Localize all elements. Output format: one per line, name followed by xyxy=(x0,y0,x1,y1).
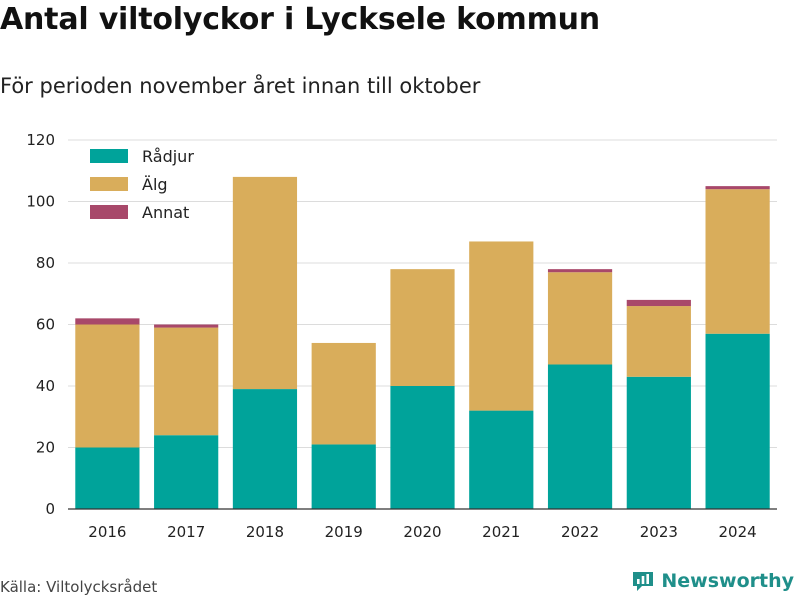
bar-r-djur-2016 xyxy=(75,447,140,509)
legend-label: Rådjur xyxy=(142,147,194,166)
x-tick-label: 2019 xyxy=(325,523,363,541)
y-tick-label: 40 xyxy=(36,377,55,395)
newsworthy-logo-icon xyxy=(633,572,654,591)
brand-logo[interactable]: Newsworthy xyxy=(631,569,794,593)
bar--lg-2016 xyxy=(75,324,140,448)
bar-annat-2017 xyxy=(154,324,219,328)
bar-r-djur-2019 xyxy=(311,444,376,509)
bar-r-djur-2022 xyxy=(547,364,613,509)
x-tick-label: 2017 xyxy=(167,523,205,541)
bar--lg-2018 xyxy=(232,176,298,390)
bar-annat-2016 xyxy=(75,318,140,325)
bar-annat-2023 xyxy=(626,299,691,307)
bar-r-djur-2018 xyxy=(232,389,298,509)
y-tick-label: 120 xyxy=(26,131,55,149)
x-tick-label: 2020 xyxy=(403,523,441,541)
bar--lg-2023 xyxy=(626,306,691,377)
bar--lg-2024 xyxy=(705,189,770,334)
bar-r-djur-2020 xyxy=(390,386,455,509)
source-note: Källa: Viltolycksrådet xyxy=(0,578,158,596)
bar-annat-2024 xyxy=(705,186,770,190)
bar-r-djur-2021 xyxy=(469,410,534,509)
legend-label: Älg xyxy=(142,175,168,194)
chart-title: Antal viltolyckor i Lycksele kommun xyxy=(0,2,600,37)
chart-subtitle: För perioden november året innan till ok… xyxy=(0,74,481,98)
bar-r-djur-2017 xyxy=(154,435,219,509)
x-tick-label: 2023 xyxy=(640,523,678,541)
bar--lg-2020 xyxy=(390,269,455,386)
legend-swatch xyxy=(90,149,128,163)
y-tick-label: 0 xyxy=(45,500,55,518)
y-tick-label: 80 xyxy=(36,254,55,272)
bar--lg-2019 xyxy=(311,342,376,445)
legend-swatch xyxy=(90,177,128,191)
bar--lg-2022 xyxy=(547,272,613,365)
legend-label: Annat xyxy=(142,203,189,222)
bar-annat-2022 xyxy=(547,269,613,273)
x-tick-label: 2021 xyxy=(482,523,520,541)
x-tick-label: 2018 xyxy=(246,523,284,541)
x-tick-label: 2022 xyxy=(561,523,599,541)
y-tick-label: 100 xyxy=(26,193,55,211)
legend-swatch xyxy=(90,205,128,219)
brand-name: Newsworthy xyxy=(661,570,794,592)
bar-r-djur-2023 xyxy=(626,376,691,509)
bar-r-djur-2024 xyxy=(705,333,770,509)
bar--lg-2017 xyxy=(154,327,219,436)
bar--lg-2021 xyxy=(469,241,534,411)
y-tick-label: 20 xyxy=(36,439,55,457)
x-tick-label: 2016 xyxy=(88,523,126,541)
y-tick-label: 60 xyxy=(36,316,55,334)
x-tick-label: 2024 xyxy=(719,523,757,541)
